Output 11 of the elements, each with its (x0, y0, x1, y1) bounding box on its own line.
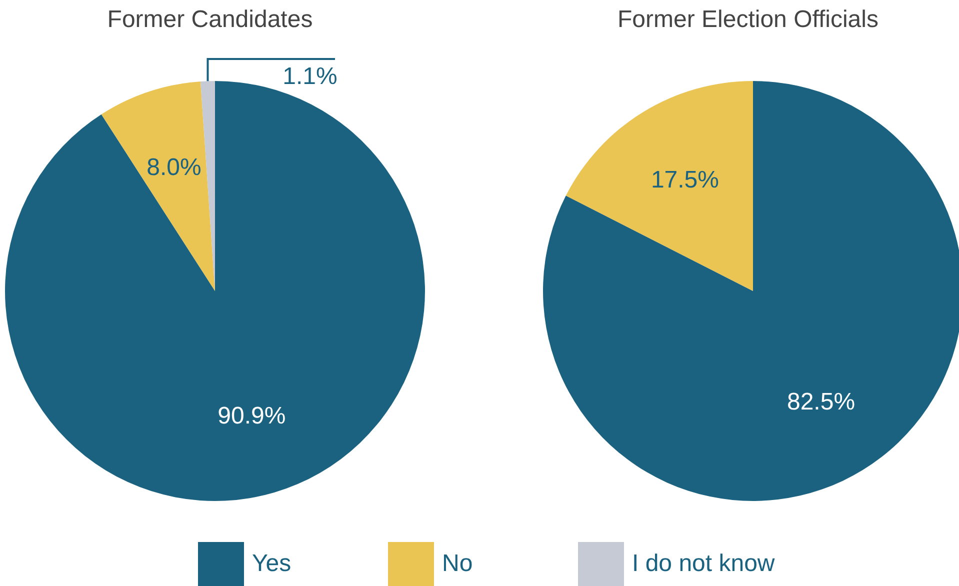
legend-label: No (442, 550, 473, 578)
data-label: 8.0% (146, 154, 202, 181)
data-label: 90.9% (218, 402, 286, 430)
chart-title: Former Election Officials (616, 6, 880, 34)
data-label: 82.5% (787, 388, 856, 416)
chart-title: Former Candidates (106, 6, 314, 34)
data-label: 1.1% (282, 63, 338, 90)
legend-label: Yes (252, 550, 292, 578)
pie-slice (101, 82, 215, 291)
data-label: 17.5% (650, 166, 719, 194)
legend-label: I do not know (632, 550, 775, 578)
